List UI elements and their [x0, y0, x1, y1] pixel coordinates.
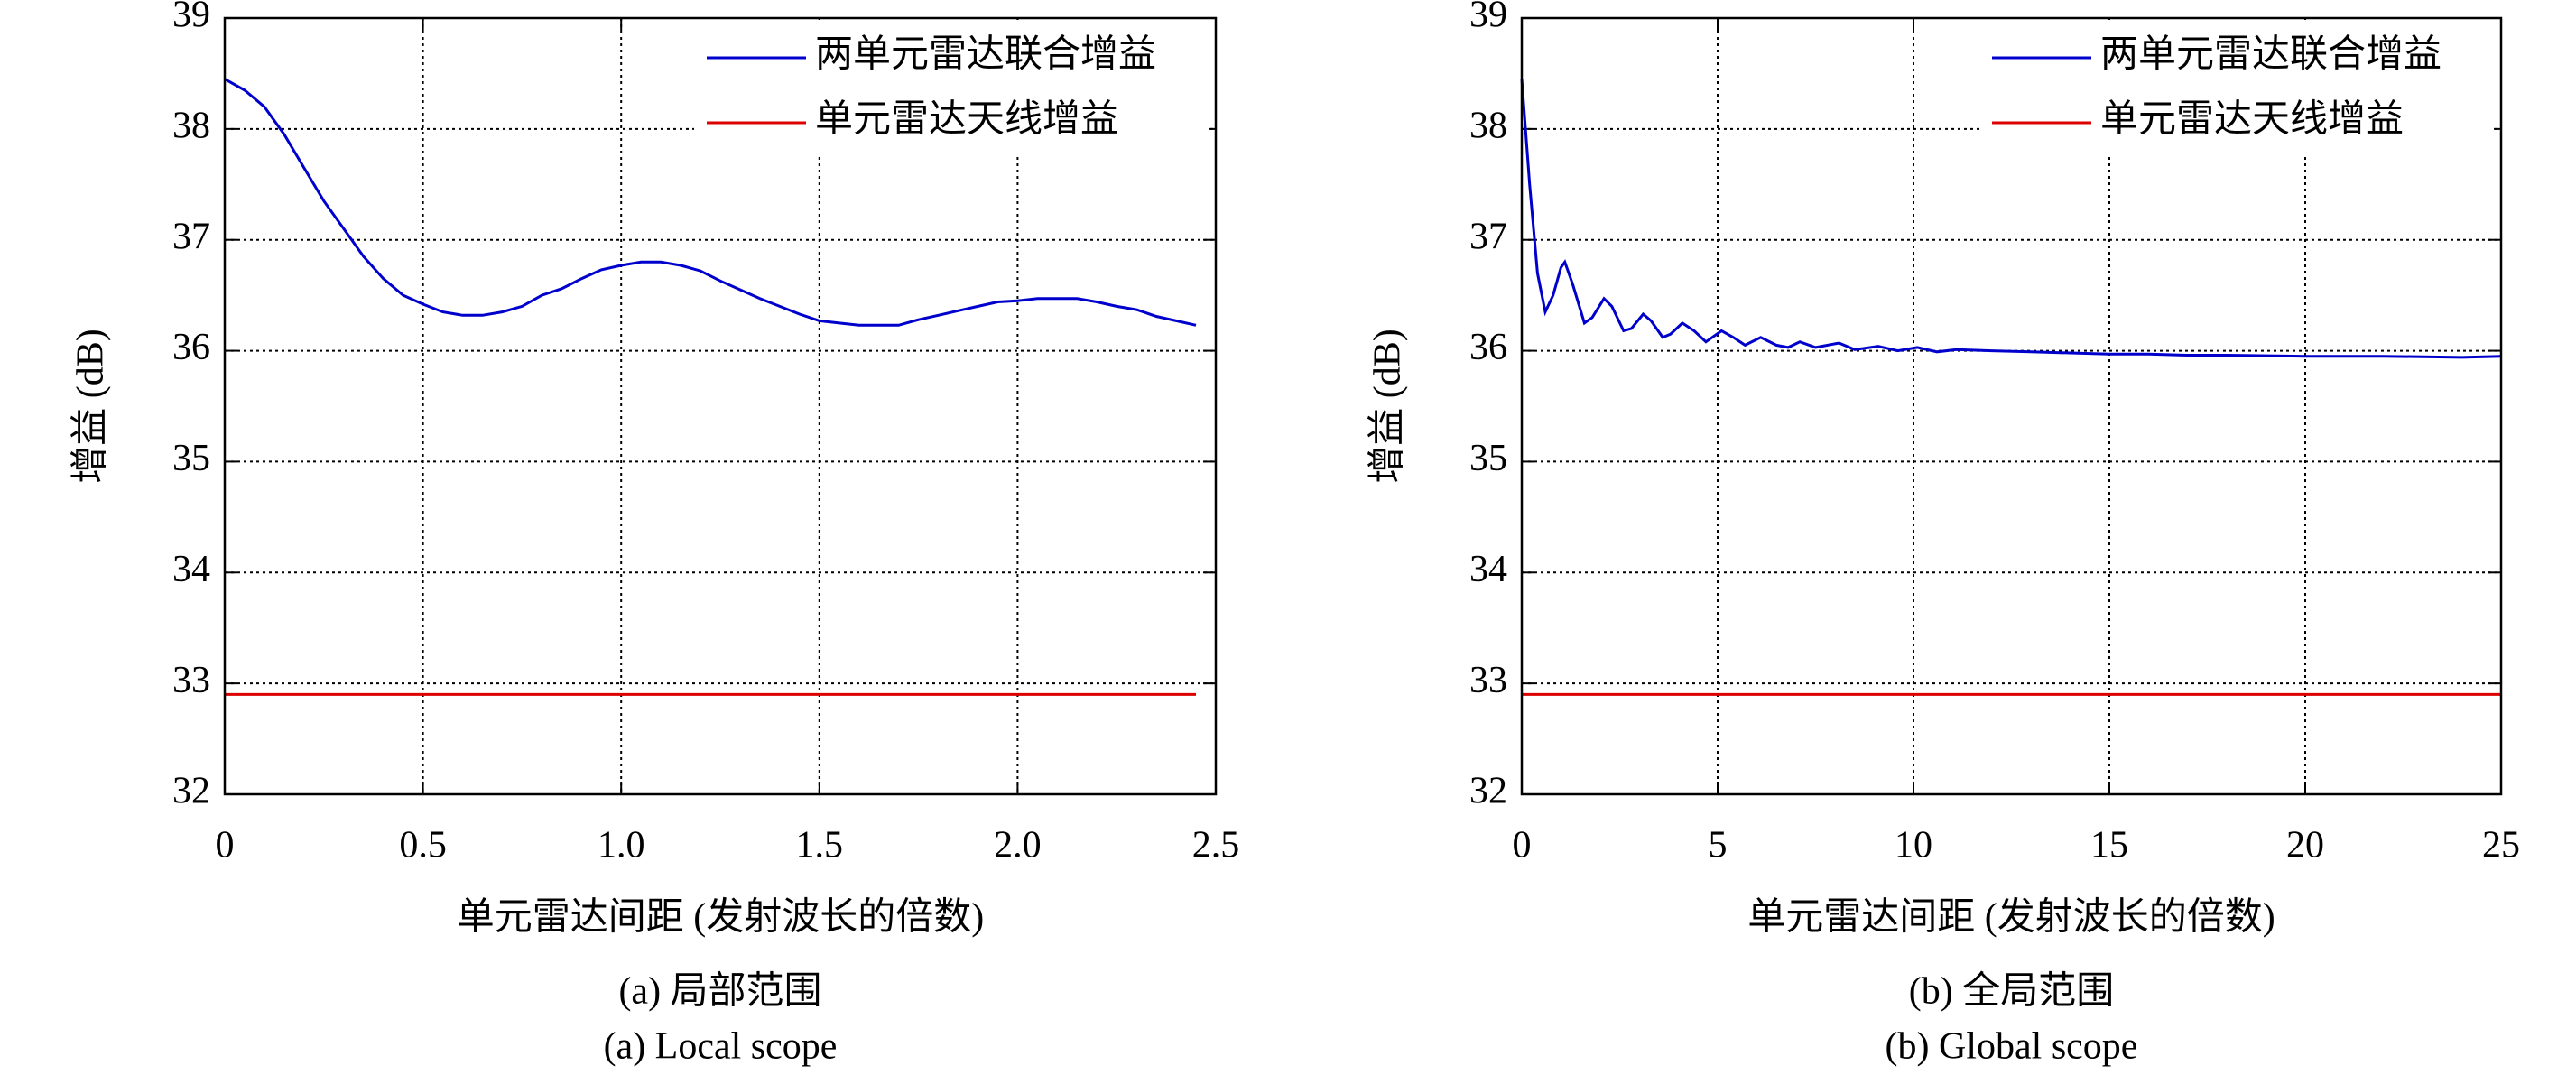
y-tick-label: 33	[1469, 660, 1507, 701]
y-tick-label: 35	[172, 438, 210, 479]
caption: (b) 全局范围	[1909, 970, 2114, 1013]
legend-label: 两单元雷达联合增益	[2100, 34, 2442, 76]
x-tick-label: 5	[1709, 825, 1728, 866]
y-tick-label: 34	[1469, 549, 1507, 590]
legend-label: 两单元雷达联合增益	[815, 34, 1156, 76]
x-tick-label: 0.5	[399, 825, 447, 866]
legend-label: 单元雷达天线增益	[815, 99, 1118, 141]
y-tick-label: 36	[1469, 327, 1507, 368]
y-tick-label: 32	[1469, 771, 1507, 812]
x-axis-title: 单元雷达间距 (发射波长的倍数)	[457, 896, 984, 939]
y-tick-label: 37	[172, 216, 210, 257]
x-tick-label: 25	[2482, 825, 2520, 866]
y-tick-label: 39	[172, 0, 210, 36]
x-tick-label: 2.5	[1192, 825, 1240, 866]
x-axis-title: 单元雷达间距 (发射波长的倍数)	[1747, 896, 2275, 939]
x-tick-label: 2.0	[994, 825, 1042, 866]
y-tick-label: 38	[1469, 105, 1507, 146]
y-tick-label: 35	[1469, 438, 1507, 479]
legend-label: 单元雷达天线增益	[2100, 99, 2404, 141]
x-tick-label: 1.5	[796, 825, 844, 866]
x-tick-label: 20	[2286, 825, 2324, 866]
caption: (a) 局部范围	[618, 971, 821, 1013]
legend-box	[694, 20, 1209, 153]
x-tick-label: 10	[1895, 825, 1932, 866]
legend-box	[1979, 20, 2494, 153]
x-tick-label: 0	[1513, 825, 1532, 866]
caption-en: (b) Global scope	[1886, 1026, 2138, 1068]
y-tick-label: 33	[172, 660, 210, 701]
x-tick-label: 1.0	[598, 825, 645, 866]
y-tick-label: 32	[172, 771, 210, 812]
plot-frame	[223, 16, 1218, 796]
y-tick-label: 39	[1469, 0, 1507, 36]
y-axis-title: 增益 (dB)	[70, 329, 112, 484]
y-tick-label: 36	[172, 327, 210, 368]
x-tick-label: 0	[216, 825, 235, 866]
data-line	[224, 78, 1197, 327]
plot-frame	[1520, 16, 2503, 796]
y-axis-title: 增益 (dB)	[1367, 329, 1409, 484]
data-line	[1520, 79, 2502, 359]
y-tick-label: 34	[172, 549, 210, 590]
y-tick-label: 37	[1469, 216, 1507, 257]
y-tick-label: 38	[172, 105, 210, 146]
caption-en: (a) Local scope	[604, 1026, 838, 1068]
x-tick-label: 15	[2090, 825, 2128, 866]
